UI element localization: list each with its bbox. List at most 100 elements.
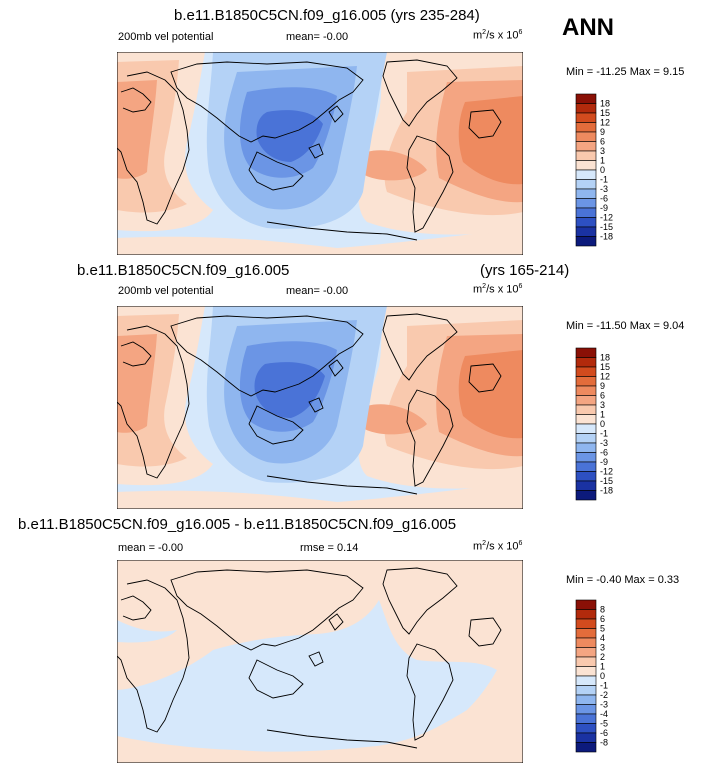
panel1-units-label: m2/s x 106 bbox=[473, 29, 523, 42]
colorbar-tick-label: 6 bbox=[600, 137, 605, 147]
colorbar-box bbox=[575, 685, 597, 696]
panel1-mean-label: mean= -0.00 bbox=[286, 31, 349, 43]
colorbar-tick-label: -6 bbox=[600, 448, 608, 458]
panel2-minmax-label: Min = -11.50 Max = 9.04 bbox=[566, 320, 685, 332]
colorbar-tick-label: -15 bbox=[600, 476, 613, 486]
colorbar-tick-label: 1 bbox=[600, 410, 605, 420]
colorbar-tick-label: 18 bbox=[600, 99, 610, 109]
colorbar-tick-label: 9 bbox=[600, 127, 605, 137]
colorbar-box bbox=[575, 723, 597, 734]
colorbar-tick-label: -8 bbox=[600, 738, 608, 748]
colorbar-box bbox=[575, 131, 597, 142]
panel3-rmse-label: rmse = 0.14 bbox=[300, 542, 359, 554]
colorbar-tick-label: 1 bbox=[600, 156, 605, 166]
panel1-title: b.e11.B1850C5CN.f09_g16.005 (yrs 235-284… bbox=[174, 7, 480, 24]
panel2-left-label: 200mb vel potential bbox=[118, 285, 214, 297]
colorbar-box bbox=[575, 357, 597, 368]
panel2-units-label: m2/s x 106 bbox=[473, 283, 523, 296]
colorbar-box bbox=[575, 704, 597, 715]
colorbar-box bbox=[575, 480, 597, 491]
colorbar-tick-label: -1 bbox=[600, 175, 608, 185]
colorbar-tick-label: 3 bbox=[600, 643, 605, 653]
colorbar-tick-label: 2 bbox=[600, 652, 605, 662]
colorbar-box bbox=[575, 103, 597, 114]
panel3-title: b.e11.B1850C5CN.f09_g16.005 - b.e11.B185… bbox=[18, 516, 457, 533]
colorbar-box bbox=[575, 207, 597, 218]
colorbar-tick-label: -6 bbox=[600, 728, 608, 738]
colorbar-box bbox=[575, 347, 597, 358]
colorbar-box bbox=[575, 461, 597, 472]
colorbar-tick-label: 6 bbox=[600, 391, 605, 401]
colorbar-box bbox=[575, 452, 597, 463]
colorbar-box bbox=[575, 666, 597, 677]
colorbar-box bbox=[575, 93, 597, 104]
colorbar-tick-label: -2 bbox=[600, 690, 608, 700]
panel1-left-label: 200mb vel potential bbox=[118, 31, 214, 43]
panel1-minmax-label: Min = -11.25 Max = 9.15 bbox=[566, 66, 685, 78]
colorbar-box bbox=[575, 395, 597, 406]
panel3-units-label: m2/s x 106 bbox=[473, 540, 523, 553]
panel3-contour-map bbox=[117, 560, 523, 763]
colorbar-tick-label: 3 bbox=[600, 400, 605, 410]
colorbar-tick-label: -18 bbox=[600, 232, 613, 242]
colorbar-tick-label: -15 bbox=[600, 222, 613, 232]
colorbar-tick-label: 18 bbox=[600, 353, 610, 363]
colorbar-tick-label: 8 bbox=[600, 605, 605, 615]
colorbar-tick-label: 12 bbox=[600, 118, 610, 128]
panel3-minmax-label: Min = -0.40 Max = 0.33 bbox=[566, 574, 680, 586]
colorbar-tick-label: -5 bbox=[600, 719, 608, 729]
colorbar-box bbox=[575, 732, 597, 743]
colorbar-box bbox=[575, 404, 597, 415]
colorbar-box bbox=[575, 628, 597, 639]
colorbar-tick-label: 0 bbox=[600, 165, 605, 175]
colorbar-tick-label: -4 bbox=[600, 709, 608, 719]
colorbar-box bbox=[575, 160, 597, 171]
colorbar-tick-label: -3 bbox=[600, 184, 608, 194]
colorbar-tick-label: -9 bbox=[600, 203, 608, 213]
colorbar-box bbox=[575, 742, 597, 753]
colorbar-tick-label: -12 bbox=[600, 467, 613, 477]
panel1-contour-map bbox=[117, 52, 523, 255]
colorbar-box bbox=[575, 471, 597, 482]
colorbar-box bbox=[575, 609, 597, 620]
panel2-contour-map bbox=[117, 306, 523, 509]
colorbar-box bbox=[575, 618, 597, 629]
colorbar-tick-label: -12 bbox=[600, 213, 613, 223]
panel2-title-right: (yrs 165-214) bbox=[480, 262, 570, 279]
colorbar-box bbox=[575, 414, 597, 425]
colorbar-box bbox=[575, 599, 597, 610]
colorbar-tick-label: 12 bbox=[600, 372, 610, 382]
colorbar-tick-label: 9 bbox=[600, 381, 605, 391]
colorbar-box bbox=[575, 122, 597, 133]
colorbar-box bbox=[575, 713, 597, 724]
colorbar-box bbox=[575, 226, 597, 237]
colorbar-box bbox=[575, 656, 597, 667]
colorbar-tick-label: 1 bbox=[600, 662, 605, 672]
colorbar-tick-label: 15 bbox=[600, 108, 610, 118]
colorbar-box bbox=[575, 141, 597, 152]
colorbar-tick-label: -3 bbox=[600, 700, 608, 710]
season-label: ANN bbox=[562, 14, 614, 41]
colorbar-box bbox=[575, 694, 597, 705]
colorbar-box bbox=[575, 188, 597, 199]
colorbar-tick-label: -18 bbox=[600, 486, 613, 496]
colorbar-box bbox=[575, 675, 597, 686]
colorbar-box bbox=[575, 198, 597, 209]
colorbar-box bbox=[575, 637, 597, 648]
colorbar-box bbox=[575, 217, 597, 228]
colorbar-box bbox=[575, 236, 597, 247]
colorbar-box bbox=[575, 385, 597, 396]
colorbar-box bbox=[575, 179, 597, 190]
colorbar-tick-label: 6 bbox=[600, 614, 605, 624]
colorbar-box bbox=[575, 647, 597, 658]
colorbar-box bbox=[575, 423, 597, 434]
colorbar-tick-label: 0 bbox=[600, 671, 605, 681]
colorbar-box bbox=[575, 433, 597, 444]
colorbar-tick-label: -1 bbox=[600, 681, 608, 691]
